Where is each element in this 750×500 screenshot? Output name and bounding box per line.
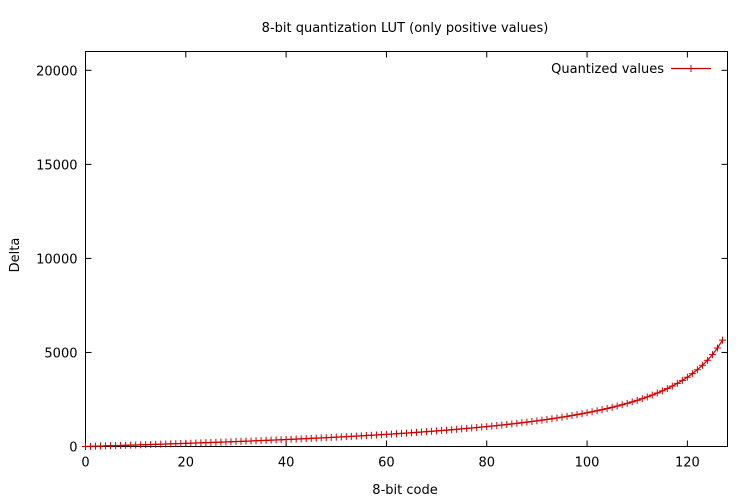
y-tick-label: 15000	[36, 158, 77, 173]
legend-label-quantized-values: Quantized values	[551, 62, 664, 77]
series-line-quantized-values	[85, 339, 723, 448]
axis-ticks	[85, 51, 728, 447]
x-tick-label: 40	[278, 456, 295, 471]
y-tick-label: 20000	[36, 64, 77, 79]
y-axis-label: Delta	[8, 238, 23, 273]
plot-frame	[85, 51, 728, 447]
x-tick-label: 80	[478, 456, 495, 471]
y-tick-label: 10000	[36, 252, 77, 267]
x-axis-label: 8-bit code	[372, 483, 437, 498]
y-tick-label: 5000	[44, 346, 77, 361]
x-tick-label: 120	[675, 456, 700, 471]
legend-swatch-marker	[687, 65, 695, 72]
chart-title: 8-bit quantization LUT (only positive va…	[262, 21, 549, 36]
x-tick-label: 20	[178, 456, 195, 471]
axis-tick-labels: 0 20 40 60 80 100 120 0 5000 10000 15000 20000	[36, 64, 700, 470]
series-markers	[82, 336, 726, 450]
y-tick-label: 0	[69, 441, 77, 456]
series-layer	[82, 336, 726, 450]
x-tick-label: 0	[81, 456, 89, 471]
legend: Quantized values	[551, 62, 711, 77]
x-tick-label: 60	[378, 456, 395, 471]
x-tick-label: 100	[575, 456, 600, 471]
